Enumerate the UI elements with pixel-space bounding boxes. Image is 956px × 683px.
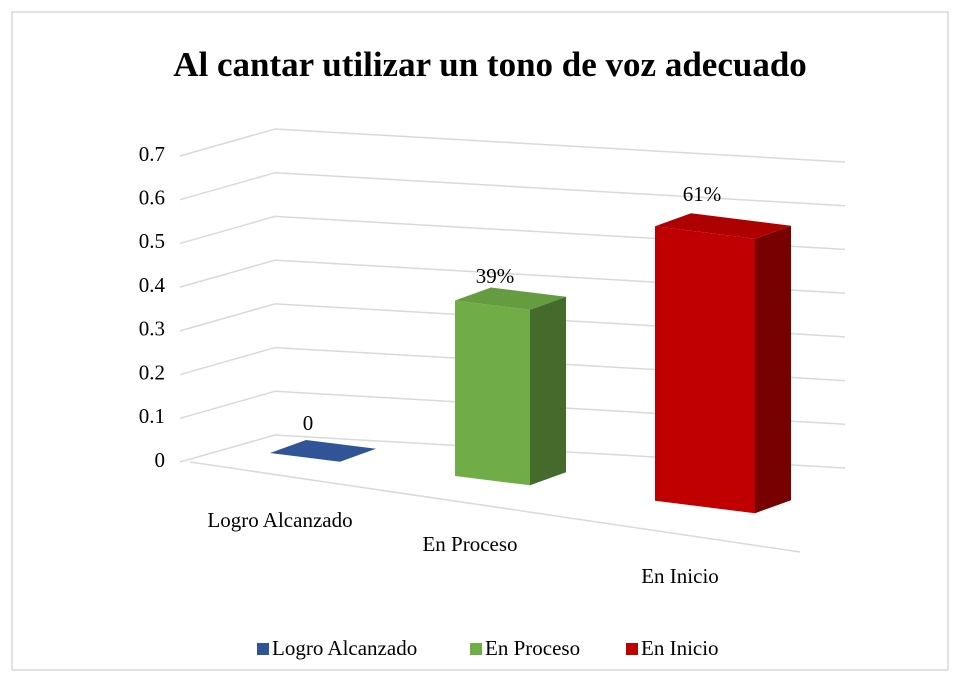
y-tick-label: 0.7 xyxy=(139,142,165,166)
legend-label: En Inicio xyxy=(641,636,719,660)
bar-front xyxy=(655,226,755,514)
chart-title: Al cantar utilizar un tono de voz adecua… xyxy=(173,45,807,84)
y-tick-label: 0.1 xyxy=(139,404,165,428)
data-label: 61% xyxy=(683,182,722,206)
floor-edge xyxy=(189,461,801,553)
legend-label: Logro Alcanzado xyxy=(272,636,417,660)
bar xyxy=(270,440,376,462)
bar-top xyxy=(655,213,791,239)
bar-top xyxy=(270,440,376,462)
bar-side xyxy=(755,225,791,514)
legend-swatch xyxy=(626,643,638,655)
legend-label: En Proceso xyxy=(485,636,580,660)
data-label: 39% xyxy=(476,264,515,288)
x-tick-label: En Inicio xyxy=(641,564,719,588)
legend-swatch xyxy=(257,643,269,655)
y-tick-label: 0.3 xyxy=(139,317,165,341)
bar-side xyxy=(530,296,566,486)
y-tick-label: 0.4 xyxy=(139,273,166,297)
data-label: 0 xyxy=(303,411,314,435)
bar-front xyxy=(455,300,530,486)
y-tick-label: 0.5 xyxy=(139,229,165,253)
bar xyxy=(455,287,566,486)
bar-top xyxy=(455,287,566,310)
y-tick-label: 0 xyxy=(155,448,166,472)
x-tick-label: En Proceso xyxy=(422,532,517,556)
legend-swatch xyxy=(470,643,482,655)
y-tick-label: 0.2 xyxy=(139,360,165,384)
grid-line xyxy=(179,128,846,163)
grid-line xyxy=(179,171,846,207)
y-tick-label: 0.6 xyxy=(139,186,165,210)
x-tick-label: Logro Alcanzado xyxy=(207,508,352,532)
bar xyxy=(655,213,791,514)
